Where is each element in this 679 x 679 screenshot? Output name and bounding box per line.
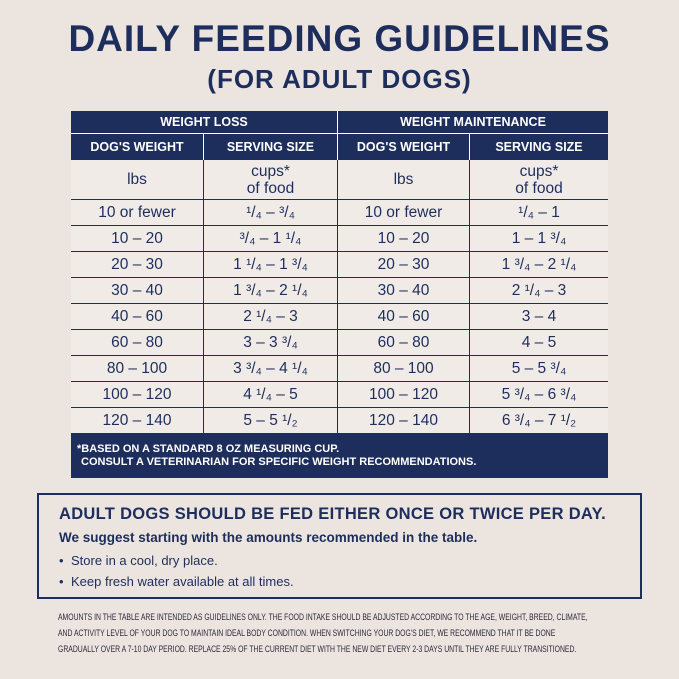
table-cell: 40 – 60 — [338, 304, 470, 330]
footnote: *BASED ON A STANDARD 8 OZ MEASURING CUP. — [77, 443, 340, 455]
column-header: DOG'S WEIGHT — [71, 134, 204, 160]
table-cell: ¹/₄ – ³/₄ — [204, 200, 338, 226]
table-cell: 1 ³/₄ – 2 ¹/₄ — [204, 278, 338, 304]
box-intro: We suggest starting with the amounts rec… — [59, 530, 478, 545]
bullet-dot: • — [59, 574, 64, 589]
subtitle: (FOR ADULT DOGS) — [207, 64, 472, 94]
column-header: SERVING SIZE — [204, 134, 338, 160]
table-cell: 5 ³/₄ – 6 ³/₄ — [470, 382, 608, 408]
table-cell: 10 – 20 — [71, 226, 204, 252]
table-cell: 1 – 1 ³/₄ — [470, 226, 608, 252]
table-cell: 2 ¹/₄ – 3 — [204, 304, 338, 330]
table-cell: ¹/₄ – 1 — [470, 200, 608, 226]
table-cell: 20 – 30 — [338, 252, 470, 278]
table-cell: 1 ¹/₄ – 1 ³/₄ — [204, 252, 338, 278]
unit-cell: cups* of food — [204, 160, 338, 200]
table-cell: 40 – 60 — [71, 304, 204, 330]
column-header: DOG'S WEIGHT — [338, 134, 470, 160]
table-cell: 4 – 5 — [470, 330, 608, 356]
table-cell: 120 – 140 — [71, 408, 204, 434]
group-header: WEIGHT LOSS — [71, 111, 338, 134]
table-cell: 6 ³/₄ – 7 ¹/₂ — [470, 408, 608, 434]
table-cell: 2 ¹/₄ – 3 — [470, 278, 608, 304]
box-heading: ADULT DOGS SHOULD BE FED EITHER ONCE OR … — [59, 505, 606, 523]
table-cell: 10 – 20 — [338, 226, 470, 252]
disclaimer-line: AND ACTIVITY LEVEL OF YOUR DOG TO MAINTA… — [58, 628, 556, 639]
table-cell: 5 – 5 ¹/₂ — [204, 408, 338, 434]
table-cell: 80 – 100 — [71, 356, 204, 382]
table-cell: 80 – 100 — [338, 356, 470, 382]
bullet-text: Keep fresh water available at all times. — [71, 574, 294, 589]
table-cell: 60 – 80 — [338, 330, 470, 356]
table-cell: 3 ³/₄ – 4 ¹/₄ — [204, 356, 338, 382]
table-cell: 120 – 140 — [338, 408, 470, 434]
column-header: SERVING SIZE — [495, 140, 583, 154]
table-cell: 3 – 4 — [470, 304, 608, 330]
footnote: CONSULT A VETERINARIAN FOR SPECIFIC WEIG… — [81, 456, 477, 468]
unit-cell: lbs — [71, 160, 204, 200]
bullet-text: Store in a cool, dry place. — [71, 553, 218, 568]
table-cell: ³/₄ – 1 ¹/₄ — [204, 226, 338, 252]
table-cell: 30 – 40 — [71, 278, 204, 304]
table-cell: 3 – 3 ³/₄ — [204, 330, 338, 356]
table-cell: 10 or fewer — [338, 200, 470, 226]
unit-cell: cups* of food — [470, 160, 608, 200]
table-cell: 5 – 5 ³/₄ — [470, 356, 608, 382]
bullet-dot: • — [59, 553, 64, 568]
title: DAILY FEEDING GUIDELINES — [68, 18, 611, 59]
feeding-table: WEIGHT LOSS WEIGHT MAINTENANCE DOG'S WEIGH… — [71, 111, 608, 478]
table-cell: 1 ³/₄ – 2 ¹/₄ — [470, 252, 608, 278]
table-cell: 100 – 120 — [338, 382, 470, 408]
table-cell: 20 – 30 — [71, 252, 204, 278]
info-box: ADULT DOGS SHOULD BE FED EITHER ONCE OR … — [37, 493, 642, 599]
table-cell: 60 – 80 — [71, 330, 204, 356]
table-cell: 30 – 40 — [338, 278, 470, 304]
table-cell: 100 – 120 — [71, 382, 204, 408]
table-cell: 4 ¹/₄ – 5 — [204, 382, 338, 408]
group-header: WEIGHT MAINTENANCE — [338, 111, 608, 134]
table-cell: 10 or fewer — [71, 200, 204, 226]
disclaimer-line: GRADUALLY OVER A 7-10 DAY PERIOD. REPLAC… — [58, 644, 577, 655]
unit-cell: lbs — [338, 160, 470, 200]
disclaimer-line: AMOUNTS IN THE TABLE ARE INTENDED AS GUI… — [58, 612, 588, 623]
